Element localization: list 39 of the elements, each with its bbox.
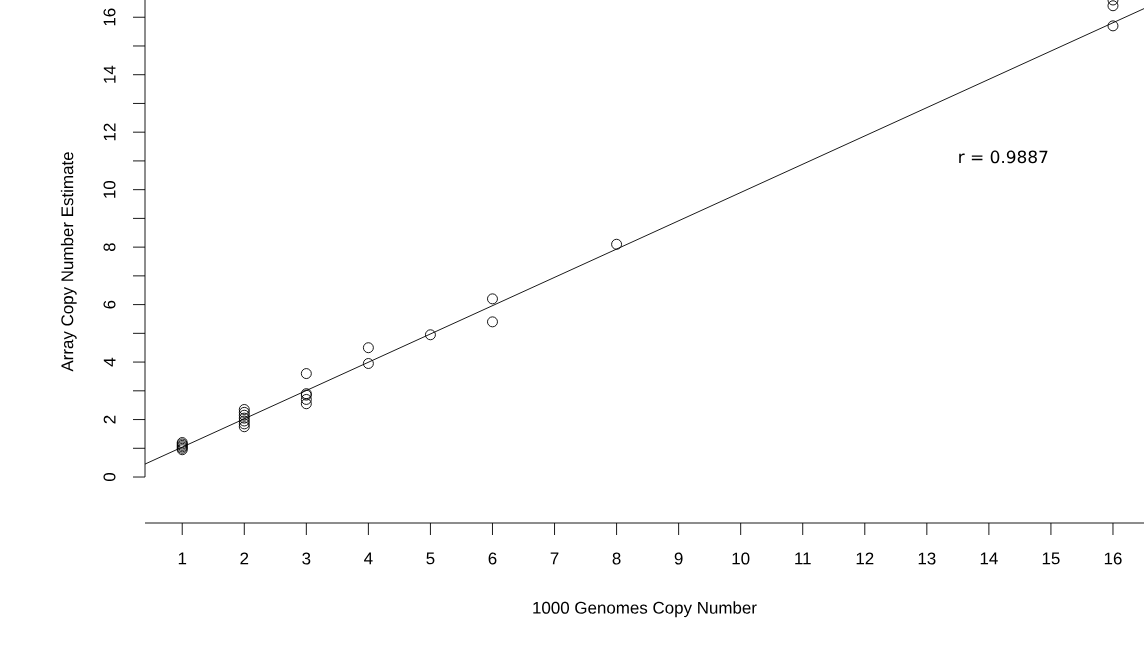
point (300, 398, 312, 410)
y-tick-label: 14 (103, 65, 116, 83)
x-tick-label: 13 (918, 552, 936, 565)
x-tick-label: 12 (856, 552, 874, 565)
y-tick-label: 2 (103, 415, 116, 424)
point (300, 393, 312, 405)
point (300, 368, 312, 380)
point (1107, 20, 1119, 32)
point (487, 293, 498, 305)
y-tick-label: 0 (103, 472, 116, 482)
x-tick-label: 8 (612, 552, 621, 565)
x-tick-label: 11 (795, 552, 811, 565)
y-tick-label: 4 (103, 357, 116, 367)
y-tick-label: 12 (103, 123, 116, 141)
x-tick-label: 2 (240, 552, 249, 565)
x-tick-label: 14 (980, 552, 998, 565)
point (487, 316, 498, 328)
x-tick-label: 5 (426, 552, 435, 565)
x-tick-label: 16 (1104, 552, 1122, 565)
y-tick-label: 16 (103, 8, 116, 26)
point (1107, 0, 1119, 12)
y-axis-title: Array Copy Number Estimate (60, 152, 77, 372)
x-tick-label: 3 (302, 552, 311, 565)
y-tick-label: 6 (103, 300, 116, 309)
x-tick-label: 9 (674, 552, 683, 565)
annotation: r = 0.9887 (959, 150, 1048, 164)
point (362, 358, 374, 369)
point (424, 329, 436, 341)
x-tick-label: 10 (732, 552, 750, 565)
point (611, 238, 623, 250)
x-tick-label: 1 (178, 552, 187, 565)
x-axis-title: 1000 Genomes Copy Number (533, 601, 757, 618)
x-tick-label: 15 (1042, 552, 1060, 565)
x-tick-label: 4 (364, 552, 373, 565)
y-tick-label: 10 (103, 180, 116, 198)
x-tick-label: 7 (550, 552, 559, 565)
x-tick-label: 6 (488, 552, 497, 565)
y-tick-label: 8 (103, 243, 116, 252)
point (362, 342, 374, 354)
